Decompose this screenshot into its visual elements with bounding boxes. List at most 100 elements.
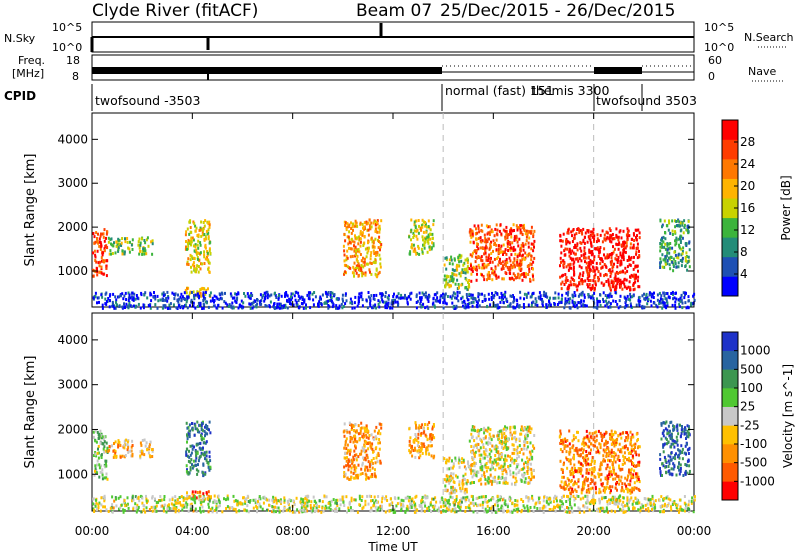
scatter-cell	[366, 468, 369, 472]
scatter-cell	[509, 427, 512, 431]
scatter-cell	[350, 247, 353, 251]
scatter-cell	[624, 271, 627, 275]
scatter-cell	[530, 472, 533, 476]
scatter-cell	[346, 456, 348, 460]
scatter-cell	[368, 268, 371, 272]
scatter-cell	[568, 247, 571, 251]
scatter-cell	[605, 255, 608, 259]
scatter-cell	[635, 432, 638, 436]
scatter-cell	[143, 247, 146, 251]
scatter-cell	[583, 241, 586, 245]
scatter-cell	[593, 291, 596, 295]
scatter-cell	[539, 294, 542, 298]
scatter-cell	[559, 256, 562, 260]
scatter-cell	[626, 478, 629, 482]
scatter-cell	[588, 439, 591, 443]
scatter-cell	[199, 228, 202, 232]
scatter-cell	[373, 252, 376, 255]
scatter-cell	[672, 269, 675, 273]
scatter-cell	[670, 451, 673, 455]
scatter-cell	[588, 261, 591, 265]
scatter-cell	[325, 301, 328, 305]
scatter-cell	[131, 444, 134, 447]
scatter-cell	[205, 301, 208, 305]
scatter-cell	[566, 247, 569, 251]
scatter-cell	[467, 305, 470, 309]
scatter-cell	[481, 468, 484, 472]
scatter-cell	[198, 430, 201, 434]
scatter-cell	[448, 284, 451, 288]
scatter-cell	[381, 298, 384, 302]
scatter-cell	[532, 300, 535, 304]
scatter-cell	[602, 489, 605, 493]
scatter-cell	[204, 453, 207, 457]
scatter-cell	[500, 244, 503, 248]
scatter-cell	[664, 262, 667, 266]
scatter-cell	[516, 273, 519, 277]
scatter-cell	[607, 476, 610, 480]
scatter-cell	[224, 301, 227, 305]
scatter-cell	[437, 299, 440, 303]
scatter-cell	[668, 221, 671, 225]
scatter-cell	[624, 266, 627, 270]
scatter-cell	[420, 442, 423, 446]
scatter-cell	[361, 472, 364, 475]
scatter-cell	[605, 439, 607, 443]
scatter-cell	[516, 240, 519, 244]
scatter-cell	[425, 230, 428, 234]
scatter-cell	[516, 456, 518, 460]
scatter-cell	[265, 304, 268, 308]
scatter-cell	[561, 471, 564, 474]
scatter-cell	[479, 466, 482, 470]
scatter-cell	[369, 301, 372, 305]
scatter-cell	[462, 304, 464, 308]
scatter-cell	[577, 294, 580, 298]
scatter-cell	[373, 472, 376, 476]
scatter-cell	[475, 265, 478, 269]
scatter-cell	[472, 469, 475, 473]
scatter-cell	[584, 256, 587, 260]
scatter-cell	[562, 263, 565, 267]
scatter-cell	[453, 273, 456, 277]
scatter-cell	[672, 467, 675, 471]
scatter-cell	[592, 469, 595, 473]
scatter-cell	[364, 468, 367, 472]
scatter-cell	[582, 441, 585, 445]
scatter-cell	[284, 294, 286, 298]
scatter-cell	[458, 456, 460, 460]
scatter-cell	[527, 429, 530, 433]
scatter-cell	[418, 224, 420, 228]
scatter-cell	[494, 291, 497, 294]
scatter-cell	[638, 254, 641, 257]
scatter-cell	[512, 223, 515, 227]
scatter-cell	[571, 258, 573, 262]
scatter-cell	[580, 249, 583, 253]
scatter-cell	[597, 255, 600, 258]
scatter-cell	[570, 266, 573, 270]
scatter-cell	[617, 306, 620, 310]
scatter-cell	[586, 277, 589, 281]
scatter-cell	[604, 273, 607, 276]
scatter-cell	[147, 451, 150, 455]
scatter-cell	[595, 267, 598, 271]
scatter-cell	[372, 450, 374, 454]
scatter-cell	[180, 299, 183, 303]
scatter-cell	[291, 292, 294, 296]
scatter-cell	[673, 445, 676, 449]
scatter-cell	[505, 448, 508, 451]
scatter-cell	[665, 297, 668, 301]
scatter-cell	[516, 304, 518, 308]
scatter-cell	[489, 456, 492, 459]
scatter-cell	[512, 261, 515, 265]
scatter-cell	[487, 231, 490, 235]
scatter-cell	[617, 258, 620, 262]
scatter-cell	[373, 429, 376, 433]
scatter-cell	[400, 293, 403, 297]
scatter-cell	[614, 486, 617, 490]
scatter-cell	[369, 270, 371, 274]
scatter-cell	[125, 438, 128, 442]
scatter-cell	[586, 270, 589, 274]
scatter-cell	[590, 463, 593, 466]
scatter-cell	[605, 302, 608, 306]
scatter-cell	[489, 441, 492, 445]
